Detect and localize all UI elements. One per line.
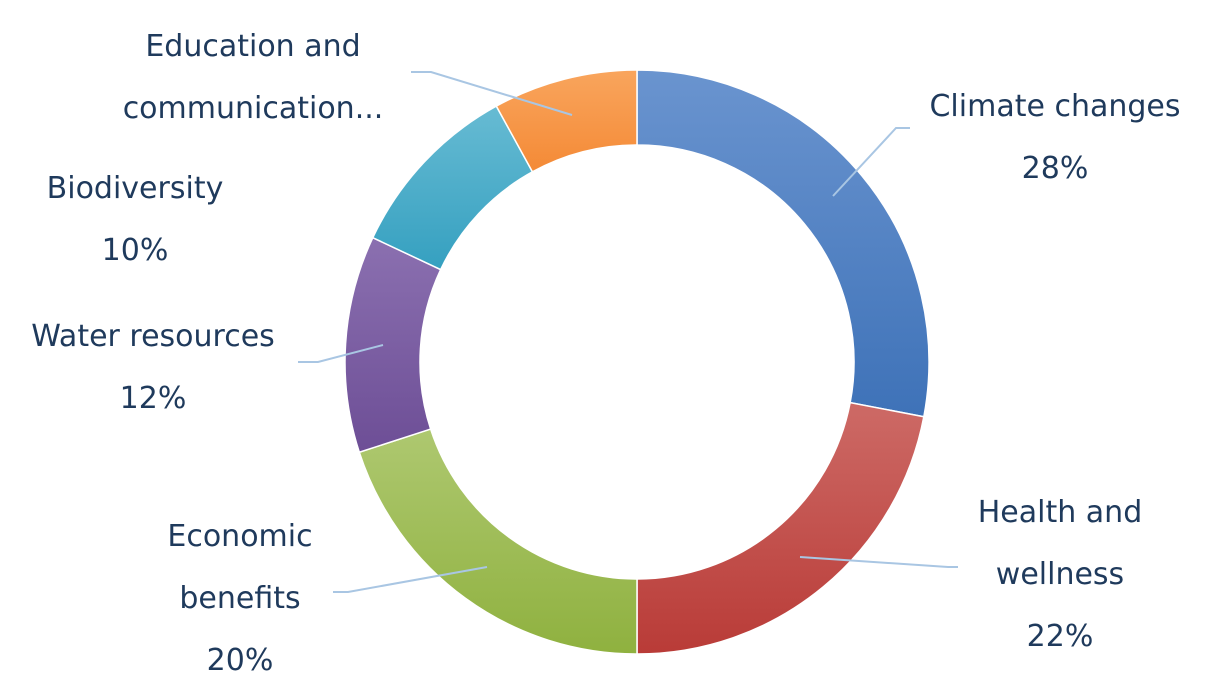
value-label: 28% xyxy=(1022,151,1089,186)
leader-line-education-and-communication xyxy=(411,71,573,116)
category-label: benefits xyxy=(179,581,300,616)
leader-lines xyxy=(298,71,958,593)
value-label: 20% xyxy=(207,643,274,678)
slice-economic-benefits xyxy=(358,428,638,655)
slice-education-and-communication xyxy=(495,69,638,173)
leader-line-health-and-wellness xyxy=(799,556,958,568)
category-label: Water resources xyxy=(31,319,275,354)
category-label: Biodiversity xyxy=(47,171,224,206)
value-label: 22% xyxy=(1027,619,1094,654)
category-label: Climate changes xyxy=(929,89,1180,124)
category-label: Education and xyxy=(145,29,360,64)
data-label-health-and-wellness: Health and wellness 22% xyxy=(978,495,1143,654)
leader-line-water-resources xyxy=(298,344,384,363)
data-label-biodiversity: Biodiversity 10% xyxy=(47,171,224,268)
slice-health-and-wellness xyxy=(636,401,925,655)
category-label: communication... xyxy=(123,91,384,126)
leader-line-economic-benefits xyxy=(333,566,488,593)
data-label-climate-changes: Climate changes 28% xyxy=(929,89,1180,186)
slice-climate-changes xyxy=(636,69,930,418)
category-label: wellness xyxy=(996,557,1124,592)
data-label-economic-benefits: Economic benefits 20% xyxy=(167,519,312,678)
slice-biodiversity xyxy=(371,105,534,271)
donut-slices xyxy=(344,69,930,655)
category-label: Health and xyxy=(978,495,1143,530)
value-label: 10% xyxy=(102,233,169,268)
data-label-education-and-communication: Education and communication... xyxy=(123,29,384,126)
data-label-water-resources: Water resources 12% xyxy=(31,319,275,416)
category-label: Economic xyxy=(167,519,312,554)
leader-line-climate-changes xyxy=(832,127,910,197)
slice-labels: Climate changes 28% Health and wellness 22% E… xyxy=(31,29,1180,678)
slice-water-resources xyxy=(344,236,442,454)
value-label: 12% xyxy=(120,381,187,416)
